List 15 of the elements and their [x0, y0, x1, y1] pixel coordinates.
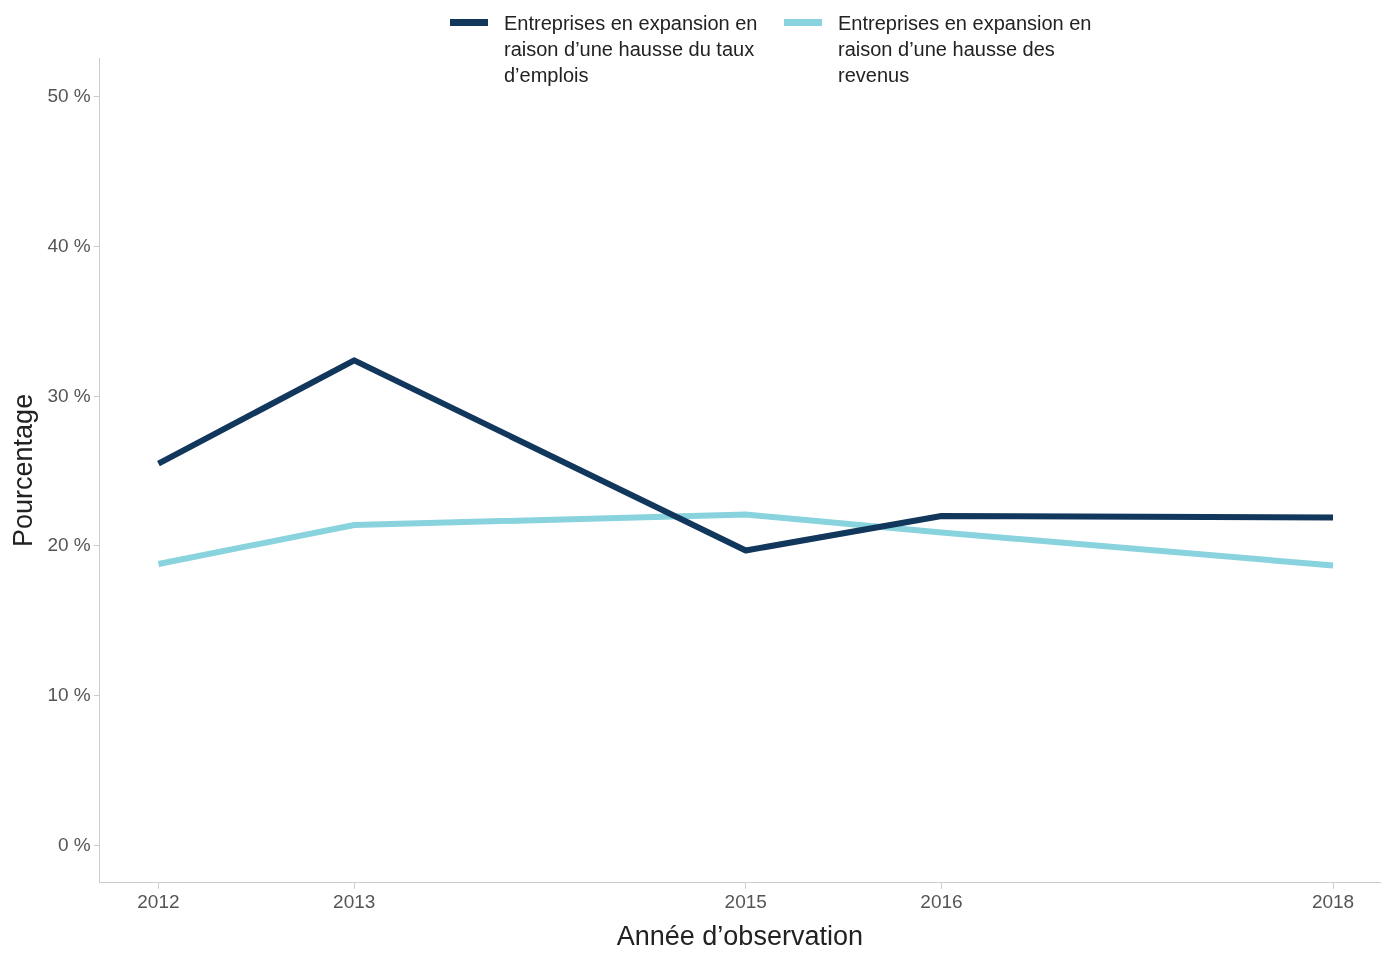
y-tick-label: 0 % [57, 833, 91, 855]
legend-label: Entreprises en expansion en raison d’une hausse du taux d’emplois [504, 11, 759, 88]
y-tick-label: 30 % [47, 384, 91, 406]
y-tick-label: 40 % [47, 234, 91, 256]
x-tick-label: 2018 [1311, 891, 1355, 913]
y-tick-label: 50 % [47, 85, 91, 107]
x-tick-label: 2016 [920, 891, 963, 913]
x-axis-title: Année d’observation [616, 921, 863, 952]
y-axis-title: Pourcentage [7, 393, 38, 547]
x-tick-label: 2012 [137, 891, 180, 913]
y-tick-label: 10 % [47, 683, 91, 705]
x-tick-label: 2015 [724, 891, 767, 913]
y-tick-label: 20 % [47, 534, 91, 556]
legend-label: Entreprises en expansion en raison d’une hausse des revenus [838, 11, 1093, 88]
x-tick-label: 2013 [333, 891, 376, 913]
